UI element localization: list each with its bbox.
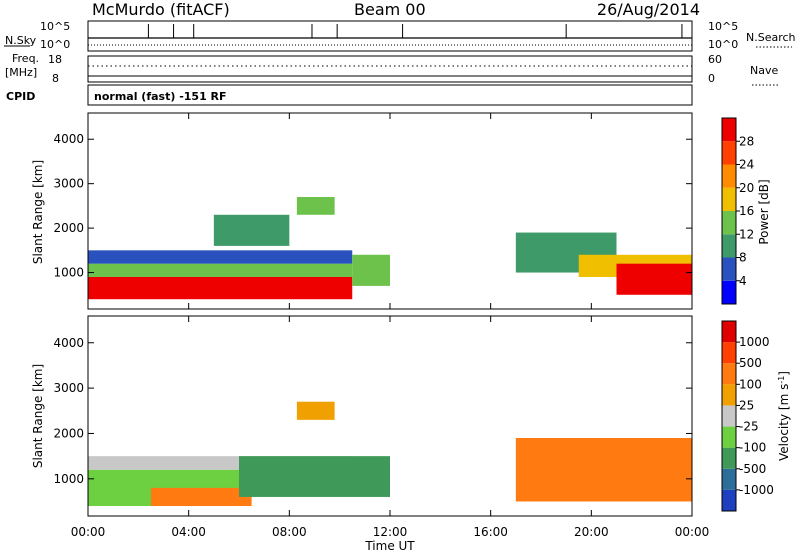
- colorbar-cell: [722, 489, 736, 511]
- date-label: 26/Aug/2014: [597, 0, 700, 19]
- cpid-panel-frame: [87, 84, 693, 106]
- data-region: [239, 456, 390, 497]
- colorbar-cell: [722, 342, 736, 364]
- noise-tick-high-left: 10^5: [40, 20, 70, 33]
- x-tick-label: 20:00: [574, 525, 609, 539]
- colorbar-tick-label: -1000: [739, 483, 774, 497]
- x-axis-ticks: 00:00 04:00 08:00 12:00 16:00 20:00 00:00: [71, 113, 710, 539]
- data-region: [88, 250, 353, 264]
- radar-title: McMurdo (fitACF): [92, 0, 230, 19]
- colorbar-tick-label: 1000: [739, 335, 770, 349]
- data-region: [616, 263, 692, 295]
- nsearch-label: N.Search: [746, 31, 796, 44]
- data-region: [352, 254, 390, 286]
- y-tick-label: 2000: [53, 221, 84, 235]
- data-region: [150, 487, 252, 507]
- y-tick-label: 1000: [53, 266, 84, 280]
- x-tick-label: 04:00: [171, 525, 206, 539]
- power-ylabel: Slant Range [km]: [31, 160, 45, 264]
- data-region: [296, 197, 335, 215]
- colorbar-tick-label: 28: [739, 134, 754, 148]
- data-region: [296, 401, 335, 420]
- colorbar-tick-label: 24: [739, 158, 754, 172]
- colorbar-cell: [722, 363, 736, 385]
- nave-tick-0: 0: [708, 72, 715, 85]
- power-data: [88, 197, 692, 300]
- colorbar-cell: [722, 280, 736, 304]
- colorbar-cell: [722, 468, 736, 490]
- x-tick-label: 00:00: [71, 525, 106, 539]
- x-axis-label: Time UT: [364, 539, 415, 553]
- x-tick-label: 08:00: [272, 525, 307, 539]
- colorbar-cell: [722, 447, 736, 469]
- colorbar-tick-label: -500: [739, 462, 766, 476]
- colorbar-cell: [722, 234, 736, 258]
- y-tick-label: 1000: [53, 472, 84, 486]
- power-colorbar-label: Power [dB]: [757, 179, 771, 244]
- x-tick-label: 12:00: [373, 525, 408, 539]
- cpid-value: normal (fast) -151 RF: [94, 90, 227, 103]
- noise-traces: [88, 24, 692, 46]
- freq-tick-18: 18: [48, 53, 62, 66]
- colorbar-cell: [722, 426, 736, 448]
- y-tick-label: 3000: [53, 177, 84, 191]
- data-region: [88, 277, 353, 300]
- colorbar-cell: [722, 187, 736, 211]
- x-tick-label: 00:00: [675, 525, 710, 539]
- velocity-y-ticks: 1000 2000 3000 4000: [53, 336, 692, 486]
- colorbar-tick-label: 8: [739, 251, 747, 265]
- freq-unit: [MHz]: [5, 66, 37, 79]
- cpid-label: CPID: [6, 90, 35, 103]
- nsky-label: N.Sky: [5, 34, 37, 47]
- power-y-ticks: 1000 2000 3000 4000: [53, 132, 692, 280]
- y-tick-label: 2000: [53, 426, 84, 440]
- data-region: [515, 437, 692, 502]
- colorbar-tick-label: 12: [739, 227, 754, 241]
- noise-tick-low-left: 10^0: [40, 38, 70, 51]
- beam-label: Beam 00: [354, 0, 426, 19]
- nave-tick-60: 60: [708, 53, 722, 66]
- colorbar-frame: [721, 320, 737, 512]
- noise-panel-frame: [87, 20, 693, 52]
- data-region: [213, 214, 290, 246]
- colorbar-tick-label: 16: [739, 204, 754, 218]
- x-tick-label: 16:00: [473, 525, 508, 539]
- velocity-data: [88, 401, 692, 507]
- nave-label: Nave: [750, 64, 778, 77]
- y-tick-label: 4000: [53, 132, 84, 146]
- noise-tick-low-right: 10^0: [708, 38, 738, 51]
- colorbar-cell: [722, 257, 736, 281]
- colorbar-cell: [722, 321, 736, 343]
- colorbar-cell: [722, 211, 736, 235]
- colorbar-cell: [722, 384, 736, 406]
- power-colorbar: 4 8 12 16 20 24 28: [721, 117, 754, 305]
- noise-tick-high-right: 10^5: [708, 20, 738, 33]
- colorbar-cell: [722, 164, 736, 188]
- freq-tick-8: 8: [52, 72, 59, 85]
- colorbar-tick-label: 20: [739, 181, 754, 195]
- y-tick-label: 3000: [53, 381, 84, 395]
- colorbar-cell: [722, 405, 736, 427]
- freq-label: Freq.: [12, 52, 39, 65]
- colorbar-cell: [722, 141, 736, 165]
- velocity-colorbar-label: Velocity [m s-1]: [777, 371, 792, 461]
- colorbar-cell: [722, 118, 736, 142]
- colorbar-tick-label: -100: [739, 441, 766, 455]
- colorbar-tick-label: 500: [739, 356, 762, 370]
- colorbar-tick-label: -25: [739, 420, 759, 434]
- velocity-colorbar: 1000 500 100 25 -25 -100 -500 -1000: [721, 320, 774, 512]
- colorbar-tick-label: 4: [739, 274, 747, 288]
- data-region: [88, 263, 353, 277]
- colorbar-tick-label: 25: [739, 398, 754, 412]
- freq-panel-frame: [87, 55, 693, 83]
- velocity-ylabel: Slant Range [km]: [31, 364, 45, 468]
- colorbar-tick-label: 100: [739, 377, 762, 391]
- y-tick-label: 4000: [53, 336, 84, 350]
